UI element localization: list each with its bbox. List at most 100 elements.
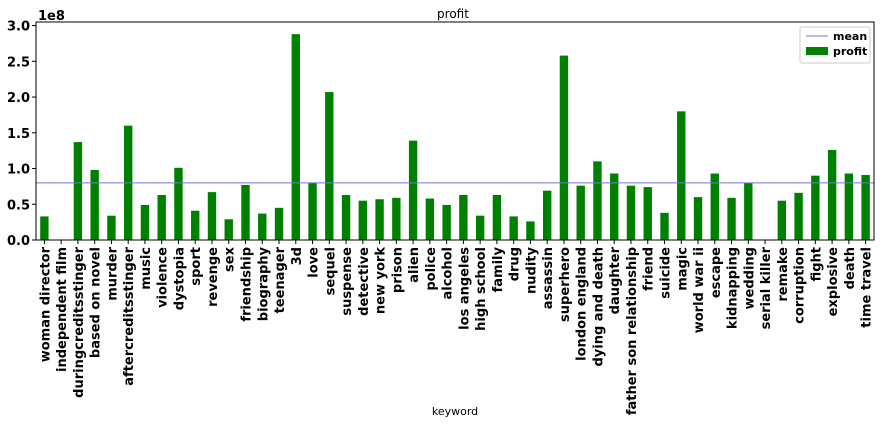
bar-daughter (610, 173, 619, 240)
x-tick-label: fight (809, 247, 824, 281)
x-tick-label: friendship (240, 247, 255, 322)
bar-kidnapping (727, 197, 736, 240)
bar-suspense (341, 194, 351, 240)
bar-alcohol (442, 204, 451, 240)
bar-music (140, 204, 150, 240)
x-tick-label: duringcreditsstinger (72, 246, 87, 397)
bar-violence (157, 194, 166, 240)
bar-sport (191, 210, 200, 240)
x-tick-label: alien (407, 247, 422, 283)
bar-3d (291, 34, 300, 240)
x-tick-label: high school (474, 247, 489, 331)
x-axis-label: keyword (432, 405, 478, 418)
bar-dystopia (174, 167, 183, 240)
x-tick-label: sex (223, 246, 238, 272)
bar-based-on-novel (90, 169, 99, 240)
x-tick-label: woman director (38, 246, 53, 362)
legend-profit-label: profit (833, 45, 867, 58)
x-tick-label: revenge (206, 247, 221, 307)
bar-friendship (241, 184, 250, 240)
x-tick-label: nudity (524, 246, 539, 293)
bar-london-england (576, 185, 585, 240)
bar-new-york (375, 199, 384, 240)
bar-biography (258, 213, 267, 240)
bar-remake (777, 200, 787, 240)
bar-death (844, 173, 854, 240)
x-tick-label: dystopia (172, 247, 187, 310)
x-tick-label: suspense (340, 247, 355, 316)
x-tick-label: murder (105, 246, 120, 300)
bar-alien (408, 140, 418, 240)
x-tick-label: wedding (742, 247, 757, 309)
x-axis-ticks: woman director independent film duringcred… (38, 240, 875, 415)
bar-love (308, 182, 317, 240)
x-tick-label: teenager (273, 246, 288, 313)
bar-corruption (794, 192, 803, 240)
chart-title: profit (437, 7, 469, 21)
bar-fight (811, 175, 820, 240)
x-tick-label: corruption (793, 247, 808, 324)
bar-explosive (827, 149, 837, 240)
x-tick-label: dying and death (591, 247, 606, 367)
x-tick-label: based on novel (89, 247, 104, 358)
bar-assassin (542, 190, 552, 240)
bar-time-travel (861, 174, 870, 240)
x-tick-label: sequel (323, 247, 338, 295)
bar-nudity (526, 221, 535, 240)
x-tick-label: serial killer (759, 246, 774, 329)
x-tick-label: assassin (541, 247, 556, 309)
x-tick-label: world war ii (692, 247, 707, 333)
x-tick-label: remake (776, 247, 791, 302)
x-tick-label: prison (390, 247, 405, 293)
x-tick-label: london england (575, 247, 590, 361)
bar-sequel (325, 92, 334, 240)
bar-father-son-relationship (626, 185, 636, 240)
x-tick-label: escape (709, 247, 724, 298)
x-tick-label: independent film (55, 247, 70, 372)
y-tick-label: 0.0 (7, 234, 30, 249)
x-tick-label: detective (357, 247, 372, 316)
x-tick-label: daughter (608, 246, 623, 314)
x-tick-label: alcohol (441, 247, 456, 300)
x-tick-label: aftercreditsstinger (122, 246, 137, 385)
y-tick-label: 1.0 (7, 163, 30, 178)
bar-prison (392, 197, 401, 240)
bar-woman-director (40, 216, 49, 240)
x-tick-label: drug (508, 247, 523, 281)
x-tick-label: kidnapping (726, 247, 741, 329)
bar-revenge (207, 192, 217, 240)
y-tick-label: 3.0 (7, 20, 30, 35)
y-offset-label: 1e8 (38, 9, 65, 24)
x-tick-label: explosive (826, 247, 841, 317)
x-tick-label: time travel (860, 247, 875, 328)
bar-detective (358, 200, 368, 240)
x-tick-label: death (843, 247, 858, 289)
bar-magic (677, 111, 686, 240)
x-tick-label: suicide (659, 247, 674, 299)
y-tick-label: 2.0 (7, 91, 30, 106)
bar-duringcreditsstinger (73, 142, 83, 240)
bar-los-angeles (459, 194, 468, 240)
x-tick-label: violence (156, 247, 171, 308)
y-tick-label: 1.5 (7, 127, 30, 142)
x-tick-label: new york (374, 247, 389, 314)
bar-high-school (475, 215, 485, 240)
bar-suicide (660, 212, 669, 240)
x-tick-label: biography (256, 246, 271, 321)
x-tick-label: los angeles (457, 247, 472, 330)
bars (40, 34, 870, 240)
legend-mean-label: mean (833, 30, 867, 43)
x-tick-label: father son relationship (625, 247, 640, 415)
bar-drug (509, 216, 518, 240)
plot-frame (35, 21, 875, 241)
x-tick-label: 3d (290, 247, 305, 265)
legend: mean profit (799, 26, 871, 64)
x-tick-label: magic (675, 247, 690, 291)
bar-friend (643, 187, 652, 240)
y-tick-label: 0.5 (7, 198, 30, 213)
x-tick-label: friend (642, 247, 657, 291)
bar-superhero (559, 55, 569, 240)
bar-dying-and-death (593, 161, 602, 240)
y-tick-label: 2.5 (7, 55, 30, 70)
